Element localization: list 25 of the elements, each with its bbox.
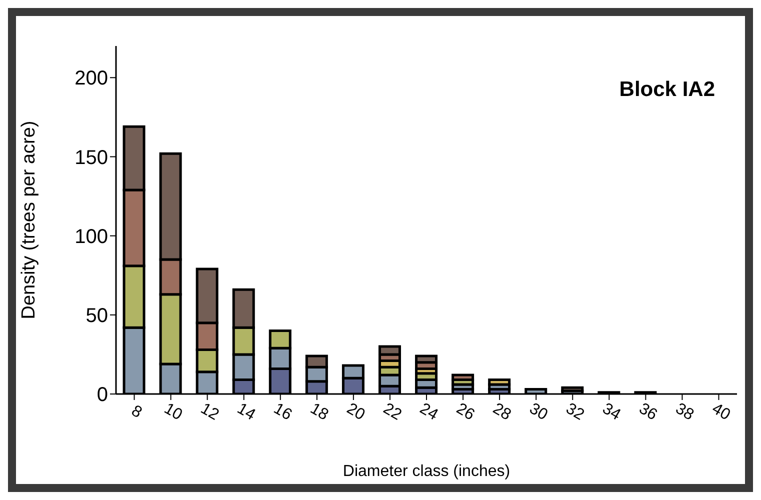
x-tick-label: 18 [307,400,332,424]
x-tick-label: 28 [490,400,514,424]
x-tick-label: 20 [344,400,368,424]
y-axis-title: Density (trees per acre) [18,120,40,320]
x-tick-label: 30 [526,400,550,424]
y-tick-label: 0 [96,384,108,406]
x-tick-label: 8 [128,402,145,422]
x-tick-label: 16 [270,400,295,424]
x-tick-label: 32 [562,400,587,424]
x-tick-label: 10 [161,400,186,424]
y-tick-label: 200 [74,68,108,90]
x-tick-label: 36 [636,400,660,424]
x-tick-label: 24 [416,400,441,424]
x-tick-label: 22 [380,400,404,424]
x-tick-label: 12 [198,400,222,424]
x-tick-label: 40 [709,400,734,424]
annotation: Block IA2 [619,78,715,102]
x-tick-label: 14 [234,400,258,424]
x-axis-title: Diameter class (inches) [342,463,510,480]
x-tick-label: 26 [453,400,478,424]
x-tick-label: 34 [599,400,624,424]
y-tick-label: 100 [74,226,108,248]
y-tick-label: 50 [86,305,108,328]
x-tick-label: 38 [672,400,696,424]
y-tick-label: 150 [74,146,108,169]
